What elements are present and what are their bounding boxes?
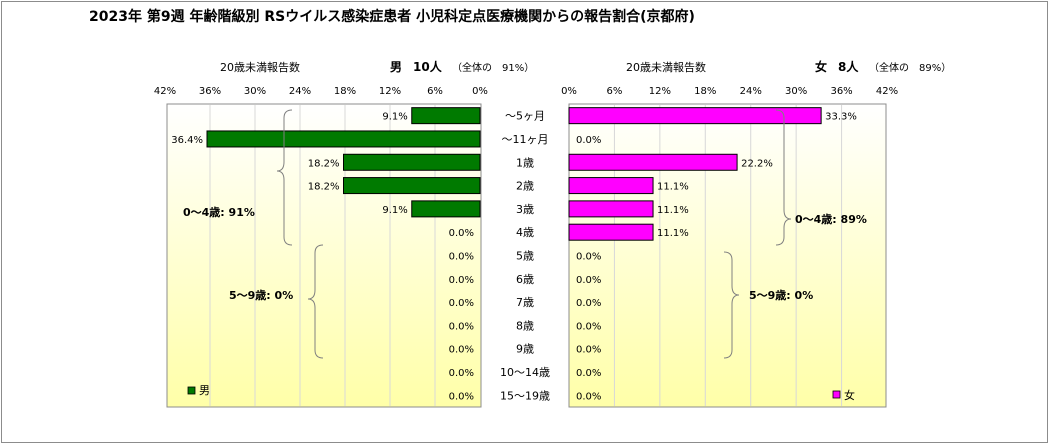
male-data-label: 9.1% (382, 112, 407, 123)
female-legend-swatch (832, 390, 841, 399)
female-data-label: 0.0% (576, 135, 601, 146)
male-annotation-0-4: 0～4歳: 91% (183, 205, 255, 219)
male-bar (343, 177, 481, 195)
category-label: 10～14歳 (500, 366, 550, 379)
female-header-count: 8人 (838, 59, 859, 74)
category-label: 6歳 (516, 273, 534, 286)
male-axis-tick: 0% (472, 86, 488, 97)
male-bar (411, 107, 481, 125)
female-annotation-5-9: 5～9歳: 0% (749, 288, 813, 302)
category-label: 4歳 (516, 226, 534, 239)
female-bracket-0-4 (775, 109, 792, 246)
female-bar (568, 107, 822, 125)
female-data-label: 11.1% (657, 228, 689, 239)
male-legend-swatch (187, 386, 196, 395)
female-bar (568, 177, 654, 195)
female-axis-tick: 42% (876, 86, 898, 97)
female-plot-area (568, 103, 887, 408)
category-label: 9歳 (516, 343, 534, 356)
female-bracket-5-9 (723, 251, 740, 359)
male-axis-tick: 24% (289, 86, 311, 97)
female-axis-tick: 12% (649, 86, 671, 97)
female-axis-tick: 24% (740, 86, 762, 97)
female-data-label: 0.0% (576, 275, 601, 286)
female-data-label: 33.3% (825, 112, 857, 123)
female-data-label: 0.0% (576, 321, 601, 332)
male-bar (343, 153, 481, 171)
category-label: ～5ヶ月 (505, 110, 545, 123)
female-data-label: 11.1% (657, 205, 689, 216)
female-data-label: 0.0% (576, 368, 601, 379)
category-label: ～11ヶ月 (502, 133, 549, 146)
male-header-count: 10人 (413, 59, 443, 74)
male-data-label: 0.0% (449, 345, 474, 356)
female-axis-tick: 18% (694, 86, 716, 97)
female-bar (568, 223, 654, 241)
female-bar (568, 153, 738, 171)
male-data-label: 0.0% (449, 368, 474, 379)
chart-title: 2023年 第9週 年齢階級別 RSウイルス感染症患者 小児科定点医療機関からの… (89, 8, 695, 25)
female-axis-tick: 36% (830, 86, 852, 97)
male-header-sex: 男 (390, 60, 402, 74)
female-data-label: 0.0% (576, 345, 601, 356)
male-bar (411, 200, 481, 218)
male-axis-tick: 18% (334, 86, 356, 97)
male-bracket-5-9 (307, 244, 324, 359)
category-label: 5歳 (516, 250, 534, 263)
male-data-label: 9.1% (382, 205, 407, 216)
male-axis-tick: 36% (199, 86, 221, 97)
female-data-label: 0.0% (576, 391, 601, 402)
female-legend-label: 女 (844, 388, 855, 402)
female-axis-tick: 6% (606, 86, 622, 97)
category-label: 1歳 (516, 156, 534, 169)
female-axis-tick: 0% (561, 86, 577, 97)
male-header-label: 20歳未満報告数 (220, 61, 300, 74)
male-data-label: 0.0% (449, 321, 474, 332)
category-label: 15～19歳 (500, 389, 550, 402)
category-label: 7歳 (516, 296, 534, 309)
male-axis-tick: 42% (154, 86, 176, 97)
category-label: 2歳 (516, 180, 534, 193)
male-bracket-0-4 (276, 109, 293, 246)
female-axis-tick: 30% (785, 86, 807, 97)
female-annotation-0-4: 0～4歳: 89% (795, 212, 867, 226)
female-header-label: 20歳未満報告数 (626, 61, 706, 74)
female-bar (568, 200, 654, 218)
male-plot-area (166, 103, 482, 408)
male-data-label: 0.0% (449, 391, 474, 402)
female-data-label: 11.1% (657, 182, 689, 193)
male-annotation-5-9: 5～9歳: 0% (229, 288, 293, 302)
female-data-label: 22.2% (741, 158, 773, 169)
category-label: 3歳 (516, 203, 534, 216)
female-header-sex: 女 (815, 59, 827, 74)
male-data-label: 0.0% (449, 275, 474, 286)
male-data-label: 0.0% (449, 252, 474, 263)
male-header-share: （全体の 91%） (452, 61, 534, 74)
male-data-label: 0.0% (449, 228, 474, 239)
male-axis-tick: 6% (427, 86, 443, 97)
female-data-label: 0.0% (576, 252, 601, 263)
male-data-label: 18.2% (308, 158, 340, 169)
category-label: 8歳 (516, 319, 534, 332)
male-legend-label: 男 (199, 384, 210, 397)
male-bar (206, 130, 481, 148)
female-data-label: 0.0% (576, 298, 601, 309)
male-axis-tick: 12% (379, 86, 401, 97)
male-data-label: 18.2% (308, 182, 340, 193)
male-data-label: 36.4% (171, 135, 203, 146)
male-axis-tick: 30% (244, 86, 266, 97)
male-data-label: 0.0% (449, 298, 474, 309)
female-header-share: （全体の 89%） (869, 61, 951, 74)
